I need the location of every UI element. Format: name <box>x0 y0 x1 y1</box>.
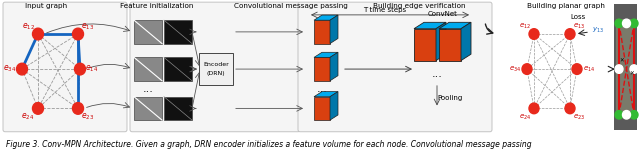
Circle shape <box>630 111 638 119</box>
Circle shape <box>529 103 539 114</box>
Text: $e_{23}$: $e_{23}$ <box>573 112 585 122</box>
Text: Input graph: Input graph <box>25 3 67 9</box>
Polygon shape <box>439 22 471 29</box>
Text: T time steps: T time steps <box>364 7 406 14</box>
Circle shape <box>615 65 623 73</box>
Circle shape <box>72 28 83 40</box>
Text: (DRN): (DRN) <box>207 71 225 76</box>
Polygon shape <box>314 52 338 57</box>
Polygon shape <box>314 92 338 97</box>
Circle shape <box>630 19 638 28</box>
Text: ...: ... <box>143 84 154 94</box>
Circle shape <box>630 65 638 73</box>
Circle shape <box>565 103 575 114</box>
Polygon shape <box>314 97 330 120</box>
Circle shape <box>615 111 623 119</box>
FancyBboxPatch shape <box>130 2 300 132</box>
Polygon shape <box>330 52 338 81</box>
Text: Building planar graph: Building planar graph <box>527 3 605 9</box>
Circle shape <box>615 19 623 28</box>
Polygon shape <box>461 22 471 61</box>
Text: ✕: ✕ <box>619 58 624 63</box>
Polygon shape <box>330 15 338 44</box>
Bar <box>164 57 192 81</box>
Circle shape <box>522 64 532 74</box>
Polygon shape <box>414 22 446 29</box>
Circle shape <box>623 19 630 28</box>
Bar <box>134 20 162 44</box>
Text: ...: ... <box>317 84 328 94</box>
FancyBboxPatch shape <box>199 53 233 85</box>
Circle shape <box>17 63 28 75</box>
Polygon shape <box>314 20 330 44</box>
Text: Encoder: Encoder <box>203 62 229 67</box>
Bar <box>164 97 192 120</box>
Bar <box>616 19 635 117</box>
Polygon shape <box>330 92 338 120</box>
Bar <box>614 4 637 130</box>
Polygon shape <box>314 15 338 20</box>
Text: ✕: ✕ <box>629 72 634 77</box>
Text: $e_{14}$: $e_{14}$ <box>583 65 595 74</box>
Bar <box>164 20 192 44</box>
Circle shape <box>74 63 86 75</box>
Text: Building edge verification: Building edge verification <box>373 3 465 9</box>
Circle shape <box>572 64 582 74</box>
Text: Figure 3. Conv-MPN Architecture. Given a graph, DRN encoder initializes a featur: Figure 3. Conv-MPN Architecture. Given a… <box>6 140 532 149</box>
Bar <box>619 23 634 115</box>
Text: Pooling: Pooling <box>437 95 463 101</box>
Text: $y_{13}$: $y_{13}$ <box>592 26 604 35</box>
Bar <box>134 57 162 81</box>
Bar <box>134 97 162 120</box>
Text: Convolutional message passing: Convolutional message passing <box>234 3 348 9</box>
Circle shape <box>623 111 630 119</box>
Text: $e_{24}$: $e_{24}$ <box>21 112 35 122</box>
Text: ...: ... <box>431 69 442 79</box>
Polygon shape <box>439 29 461 61</box>
Text: Feature initialization: Feature initialization <box>120 3 193 9</box>
Text: ConvNet: ConvNet <box>428 11 458 17</box>
Polygon shape <box>314 57 330 81</box>
Text: $e_{12}$: $e_{12}$ <box>22 21 35 32</box>
Text: $e_{14}$: $e_{14}$ <box>85 64 99 74</box>
FancyBboxPatch shape <box>298 2 492 132</box>
Circle shape <box>72 103 83 114</box>
Polygon shape <box>414 29 436 61</box>
Text: Loss: Loss <box>570 14 586 20</box>
Text: $e_{24}$: $e_{24}$ <box>519 112 531 122</box>
Text: $e_{13}$: $e_{13}$ <box>81 21 95 32</box>
Polygon shape <box>436 22 446 61</box>
FancyBboxPatch shape <box>3 2 127 132</box>
Text: $e_{34}$: $e_{34}$ <box>3 64 17 74</box>
Circle shape <box>33 103 44 114</box>
Circle shape <box>529 29 539 39</box>
Text: $e_{13}$: $e_{13}$ <box>573 22 585 31</box>
Text: $e_{12}$: $e_{12}$ <box>519 22 531 31</box>
Circle shape <box>33 28 44 40</box>
Text: $e_{34}$: $e_{34}$ <box>509 65 521 74</box>
Text: $e_{23}$: $e_{23}$ <box>81 112 95 122</box>
Circle shape <box>565 29 575 39</box>
